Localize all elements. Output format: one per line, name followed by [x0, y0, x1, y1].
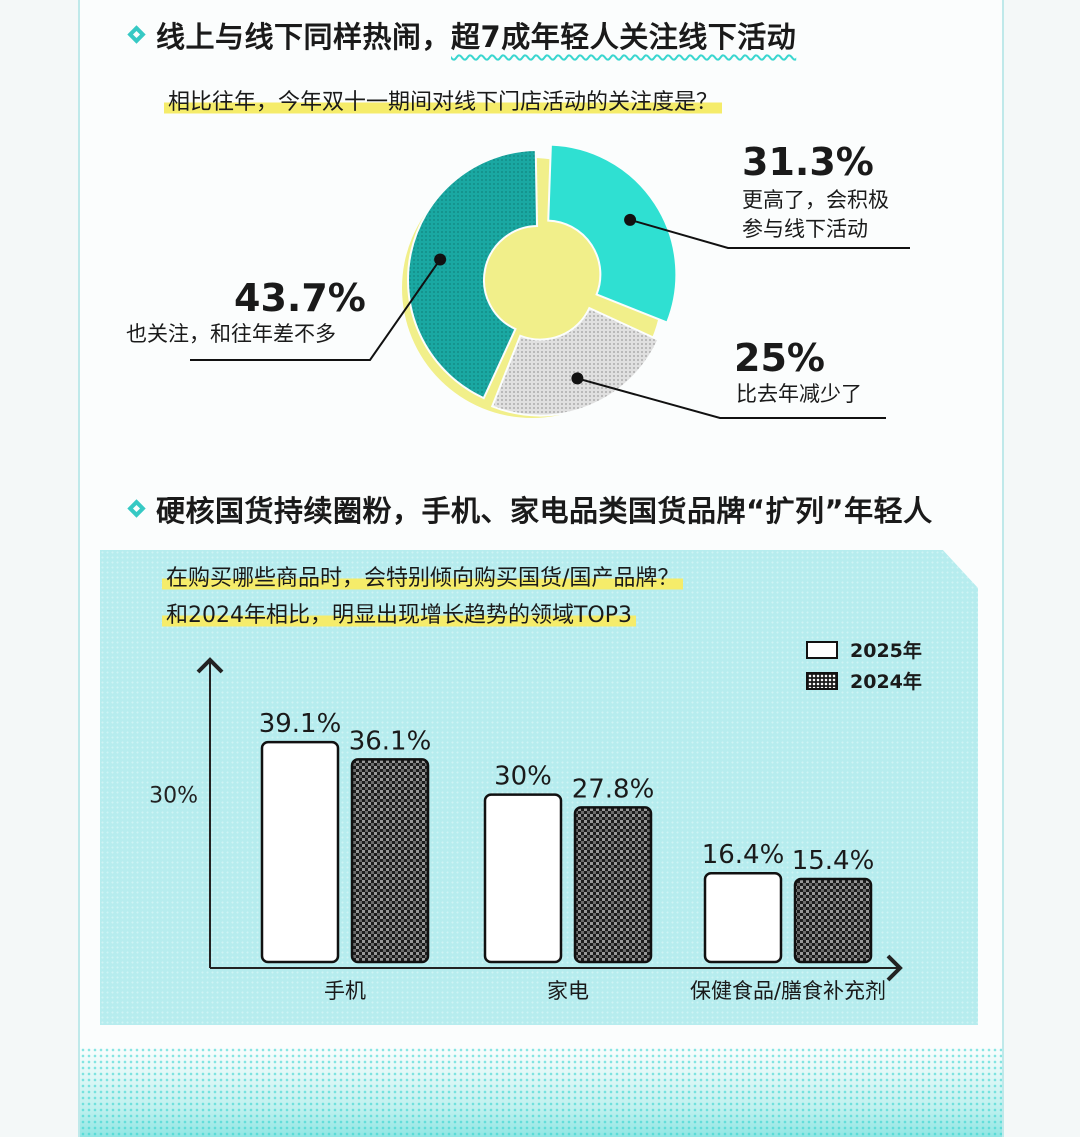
section1-title: 线上与线下同样热闹， 超7成年轻人关注线下活动 [126, 14, 796, 56]
bar-value-label-0-0: 39.1% [259, 709, 342, 739]
donut-slice-0 [547, 143, 678, 324]
donut-label-desc-1: 也关注，和往年差不多 [126, 320, 336, 349]
legend-swatch-2025 [806, 640, 838, 659]
x-category-label-1: 家电 [547, 979, 589, 1003]
donut-label-desc-2: 比去年减少了 [736, 380, 862, 409]
bar-1-2 [793, 877, 873, 964]
bar-0-0 [260, 740, 340, 964]
x-category-label-0: 手机 [324, 979, 366, 1003]
section1-title-part1: 线上与线下同样热闹， [156, 20, 452, 54]
section2-title-text: 硬核国货持续圈粉，手机、家电品类国货品牌“扩列”年轻人 [156, 494, 933, 528]
section2-question-line2: 和2024年相比，明显出现增长趋势的领域TOP3 [162, 597, 637, 629]
section1-title-part2: 超7成年轻人关注线下活动 [451, 20, 797, 54]
bar-value-label-1-0: 36.1% [349, 726, 432, 756]
diamond-bullet-icon [126, 24, 148, 46]
legend-swatch-2024 [806, 671, 838, 690]
diamond-bullet-icon [126, 498, 148, 520]
section1-question: 相比往年，今年双十一期间对线下门店活动的关注度是？ [164, 84, 723, 116]
bar-value-label-0-2: 16.4% [702, 840, 785, 870]
bar-0-2 [703, 871, 783, 964]
donut-leader-dot-2 [571, 372, 584, 385]
donut-desc-0-line-0: 更高了，会积极 [742, 188, 889, 212]
legend-item-2024: 2024年 [806, 667, 922, 694]
bar-chart: 30% 39.1%36.1% 手机 30% 27.8% 家电 16.4% 15.4% 保健食品… [149, 657, 903, 1003]
legend-label-2025: 2025年 [850, 640, 922, 662]
bottom-gradient-decoration [80, 1047, 1002, 1137]
bar-value-label-1-2: 15.4% [792, 846, 875, 876]
donut-leader-1 [190, 258, 441, 361]
donut-desc-0-line-1: 参与线下活动 [742, 217, 868, 241]
legend-item-2025: 2025年 [806, 636, 922, 663]
bar-value-label-0-1: 30% [494, 762, 552, 792]
section2-question-line1: 在购买哪些商品时，会特别倾向购买国货/国产品牌？ [162, 560, 684, 592]
donut-label-value-1: 43.7% [234, 276, 366, 320]
donut-desc-2-line-0: 比去年减少了 [736, 382, 862, 406]
donut-leader-dot-0 [624, 213, 637, 226]
donut-leader-2 [577, 377, 886, 419]
bar-value-label-1-1: 27.8% [572, 774, 655, 804]
donut-desc-1-line-0: 也关注，和往年差不多 [126, 322, 336, 346]
donut-slice-1 [407, 149, 539, 400]
x-category-label-2: 保健食品/膳食补充剂 [690, 979, 886, 1003]
y-tick-label: 30% [149, 784, 198, 809]
donut-leader-0 [629, 218, 910, 249]
legend-label-2024: 2024年 [850, 671, 922, 693]
donut-chart [190, 143, 910, 419]
infographic-page: 线上与线下同样热闹， 超7成年轻人关注线下活动 相比往年，今年双十一期间对线下门… [78, 0, 1004, 1137]
donut-leader-dot-1 [434, 253, 447, 266]
bar-0-1 [483, 793, 563, 964]
section2-title: 硬核国货持续圈粉，手机、家电品类国货品牌“扩列”年轻人 [126, 488, 933, 530]
bar-1-1 [573, 806, 653, 964]
bar-1-0 [350, 758, 430, 964]
donut-label-value-0: 31.3% [742, 140, 874, 184]
donut-label-desc-0: 更高了，会积极 参与线下活动 [742, 186, 889, 244]
donut-label-value-2: 25% [734, 336, 825, 380]
